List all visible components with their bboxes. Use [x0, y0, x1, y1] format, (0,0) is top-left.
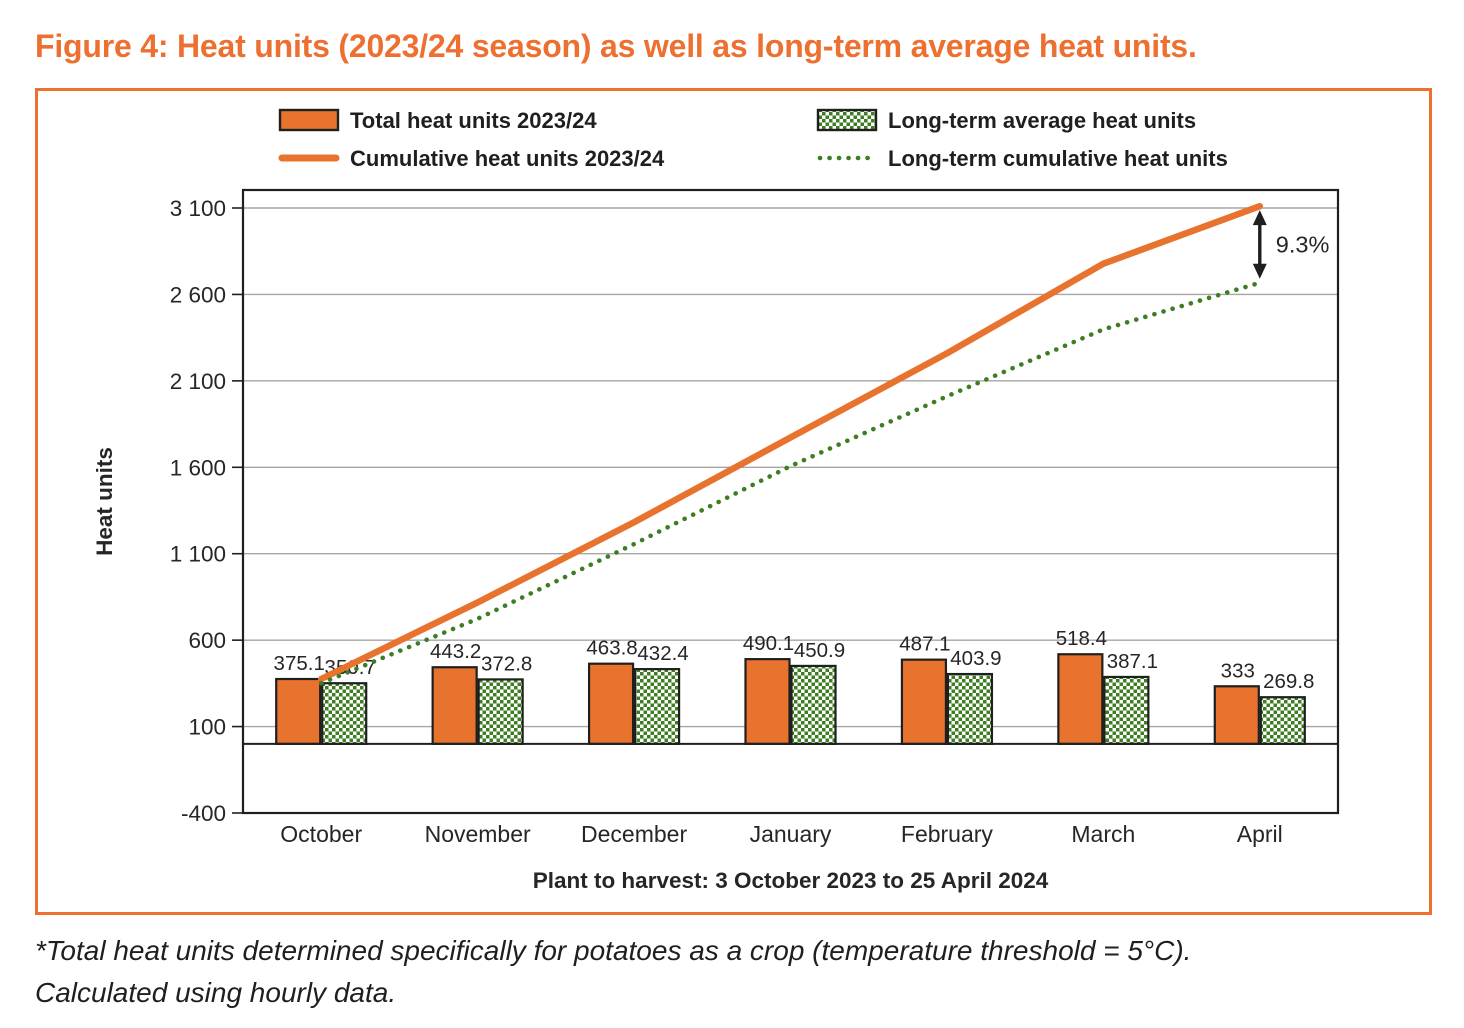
month-label: October — [280, 821, 362, 847]
month-label: April — [1237, 821, 1283, 847]
cumulative-line-longterm — [318, 280, 1263, 686]
bar-longterm-average — [946, 672, 994, 745]
bar-total-heat-units — [431, 666, 478, 745]
legend-label: Long-term average heat units — [888, 108, 1196, 133]
y-tick-label: 2 100 — [170, 369, 226, 394]
month-label: March — [1071, 821, 1135, 847]
legend-swatch-total-bar — [278, 108, 340, 132]
bar-value-label-total: 375.1 — [274, 652, 325, 675]
bar-value-label-longterm: 403.9 — [950, 647, 1001, 670]
bar-total-heat-units — [744, 658, 791, 745]
bar-value-label-longterm: 450.9 — [794, 639, 845, 662]
bar-longterm-average — [321, 682, 368, 745]
bar-total-heat-units — [1057, 653, 1104, 745]
y-tick-label: 2 600 — [170, 282, 226, 307]
figure-box: -400 100 600 1 100 1 600 2 100 2 600 3 100 375.1… — [35, 88, 1432, 915]
bar-longterm-average — [1103, 675, 1150, 745]
annotation-label: 9.3% — [1276, 231, 1330, 257]
month-label: January — [750, 821, 832, 847]
bar-value-label-total: 518.4 — [1056, 627, 1107, 650]
bar-longterm-average — [790, 664, 837, 745]
bar-value-label-longterm: 269.8 — [1263, 670, 1314, 693]
bar-value-label-total: 443.2 — [430, 640, 481, 663]
bar-total-heat-units — [1213, 685, 1260, 745]
bar-value-label-longterm: 372.8 — [481, 652, 532, 675]
bar-longterm-average — [1259, 696, 1306, 745]
cumulative-line-2023-24 — [317, 202, 1264, 683]
figure-title: Figure 4: Heat units (2023/24 season) as… — [35, 28, 1197, 64]
bar-longterm-average — [477, 678, 524, 745]
plot-border — [241, 188, 1340, 815]
x-axis-title: Plant to harvest: 3 October 2023 to 25 A… — [533, 868, 1049, 893]
bar-total-heat-units — [900, 658, 948, 745]
y-tick-label: 1 600 — [170, 455, 226, 480]
y-tick-label: 600 — [188, 628, 226, 653]
y-axis-title: Heat units — [92, 447, 117, 556]
bar-value-label-total: 333 — [1221, 659, 1255, 682]
footnote: *Total heat units determined specificall… — [35, 930, 1455, 1014]
legend-label: Long-term cumulative heat units — [888, 146, 1228, 171]
bar-value-label-total: 490.1 — [743, 632, 794, 655]
month-label: December — [581, 821, 687, 847]
bar-longterm-average — [633, 668, 681, 745]
y-tick-label: 1 100 — [170, 542, 226, 567]
annotation-arrow-head-up — [1252, 210, 1267, 226]
month-label: November — [425, 821, 531, 847]
bar-total-heat-units — [275, 677, 322, 745]
bar-total-heat-units — [587, 662, 635, 745]
bar-value-label-longterm: 432.4 — [637, 642, 688, 665]
footnote-line-2: Calculated using hourly data. — [35, 977, 397, 1008]
legend-swatch-longterm-bar — [816, 108, 878, 132]
y-tick-label: -400 — [181, 801, 226, 826]
y-tick-label: 100 — [188, 715, 226, 740]
footnote-line-1: *Total heat units determined specificall… — [35, 935, 1192, 966]
annotation-arrow-head-down — [1252, 263, 1267, 279]
month-label: February — [901, 821, 994, 847]
legend-label: Total heat units 2023/24 — [350, 108, 597, 133]
bar-value-label-total: 487.1 — [899, 633, 950, 656]
legend-label: Cumulative heat units 2023/24 — [350, 146, 665, 171]
bar-value-label-total: 463.8 — [586, 637, 637, 660]
y-tick-label: 3 100 — [170, 196, 226, 221]
bar-value-label-longterm: 387.1 — [1107, 650, 1158, 673]
heat-units-chart: -400 100 600 1 100 1 600 2 100 2 600 3 100 375.1… — [92, 108, 1340, 893]
